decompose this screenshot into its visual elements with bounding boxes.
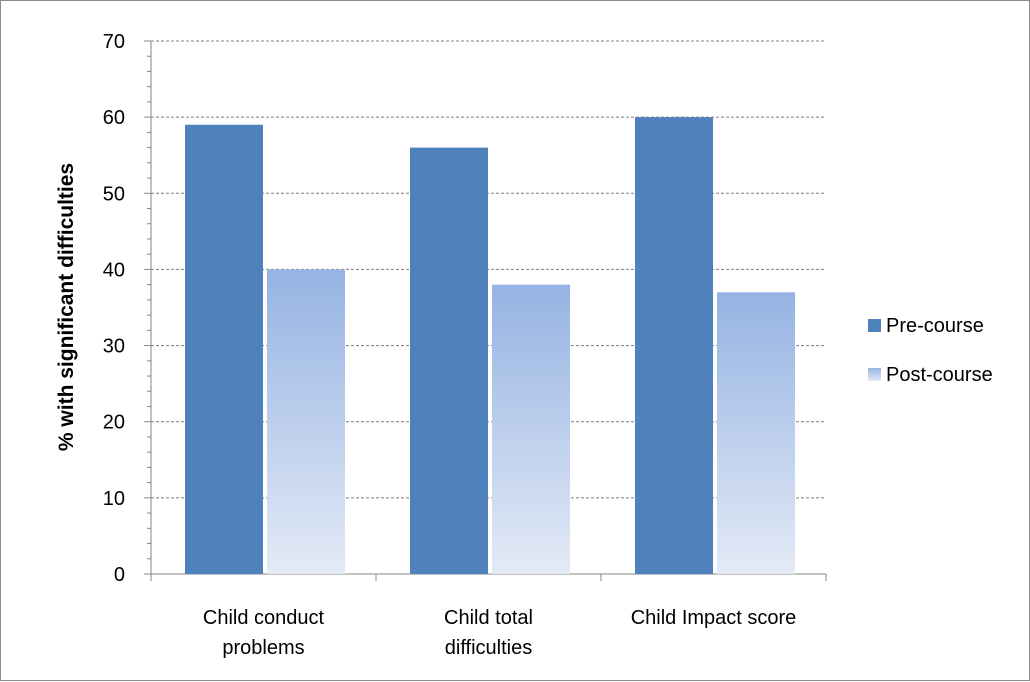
x-category-label: Child conduct	[203, 607, 325, 629]
y-tick-label: 0	[114, 564, 125, 586]
gridlines	[151, 40, 826, 499]
y-tick-label: 50	[103, 183, 125, 205]
y-tick-label: 30	[103, 336, 125, 358]
legend: Pre-course Post-course	[868, 315, 993, 386]
x-category-label: difficulties	[445, 637, 532, 659]
y-tick-label: 40	[103, 259, 125, 281]
x-category-label: Child total	[444, 607, 533, 629]
legend-label-post-course: Post-course	[886, 364, 993, 386]
x-category-label: Child Impact score	[631, 607, 797, 629]
legend-swatch-pre-course	[868, 319, 881, 332]
bar-pre-course	[410, 147, 488, 574]
y-tick-labels: 0 10 20 30 40 50 60 70	[103, 31, 125, 586]
y-tick-label: 60	[103, 107, 125, 129]
bar-pre-course	[635, 117, 713, 575]
axes	[144, 40, 827, 581]
legend-label-pre-course: Pre-course	[886, 315, 984, 337]
bar-post-course	[267, 269, 345, 574]
y-axis-label: % with significant difficulties	[55, 163, 78, 451]
y-tick-label: 20	[103, 412, 125, 434]
bar-post-course	[717, 292, 795, 574]
x-category-label: problems	[222, 637, 304, 659]
y-tick-label: 10	[103, 488, 125, 510]
y-tick-label: 70	[103, 31, 125, 53]
bar-pre-course	[185, 124, 263, 574]
legend-swatch-post-course	[868, 368, 881, 381]
bars	[185, 117, 795, 575]
x-category-labels: Child conduct problems Child total difficul…	[203, 607, 796, 659]
bar-post-course	[492, 284, 570, 574]
